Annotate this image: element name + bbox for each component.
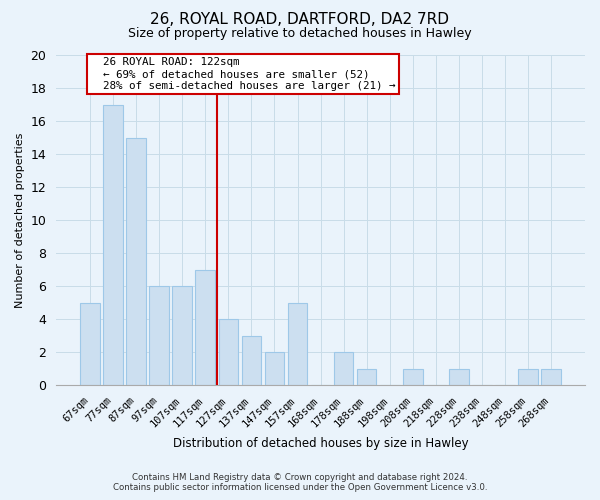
- Bar: [518, 369, 538, 386]
- Bar: [334, 352, 353, 386]
- Bar: [357, 369, 376, 386]
- X-axis label: Distribution of detached houses by size in Hawley: Distribution of detached houses by size …: [173, 437, 469, 450]
- Bar: [127, 138, 146, 386]
- Y-axis label: Number of detached properties: Number of detached properties: [15, 132, 25, 308]
- Bar: [288, 303, 307, 386]
- Bar: [449, 369, 469, 386]
- Bar: [218, 320, 238, 386]
- Text: 26 ROYAL ROAD: 122sqm
  ← 69% of detached houses are smaller (52)
  28% of semi-: 26 ROYAL ROAD: 122sqm ← 69% of detached …: [91, 58, 396, 90]
- Text: 26, ROYAL ROAD, DARTFORD, DA2 7RD: 26, ROYAL ROAD, DARTFORD, DA2 7RD: [151, 12, 449, 28]
- Bar: [149, 286, 169, 386]
- Bar: [196, 270, 215, 386]
- Text: Contains HM Land Registry data © Crown copyright and database right 2024.
Contai: Contains HM Land Registry data © Crown c…: [113, 473, 487, 492]
- Bar: [80, 303, 100, 386]
- Bar: [265, 352, 284, 386]
- Text: Size of property relative to detached houses in Hawley: Size of property relative to detached ho…: [128, 28, 472, 40]
- Bar: [242, 336, 261, 386]
- Bar: [103, 104, 123, 386]
- Bar: [172, 286, 192, 386]
- Bar: [541, 369, 561, 386]
- Bar: [403, 369, 422, 386]
